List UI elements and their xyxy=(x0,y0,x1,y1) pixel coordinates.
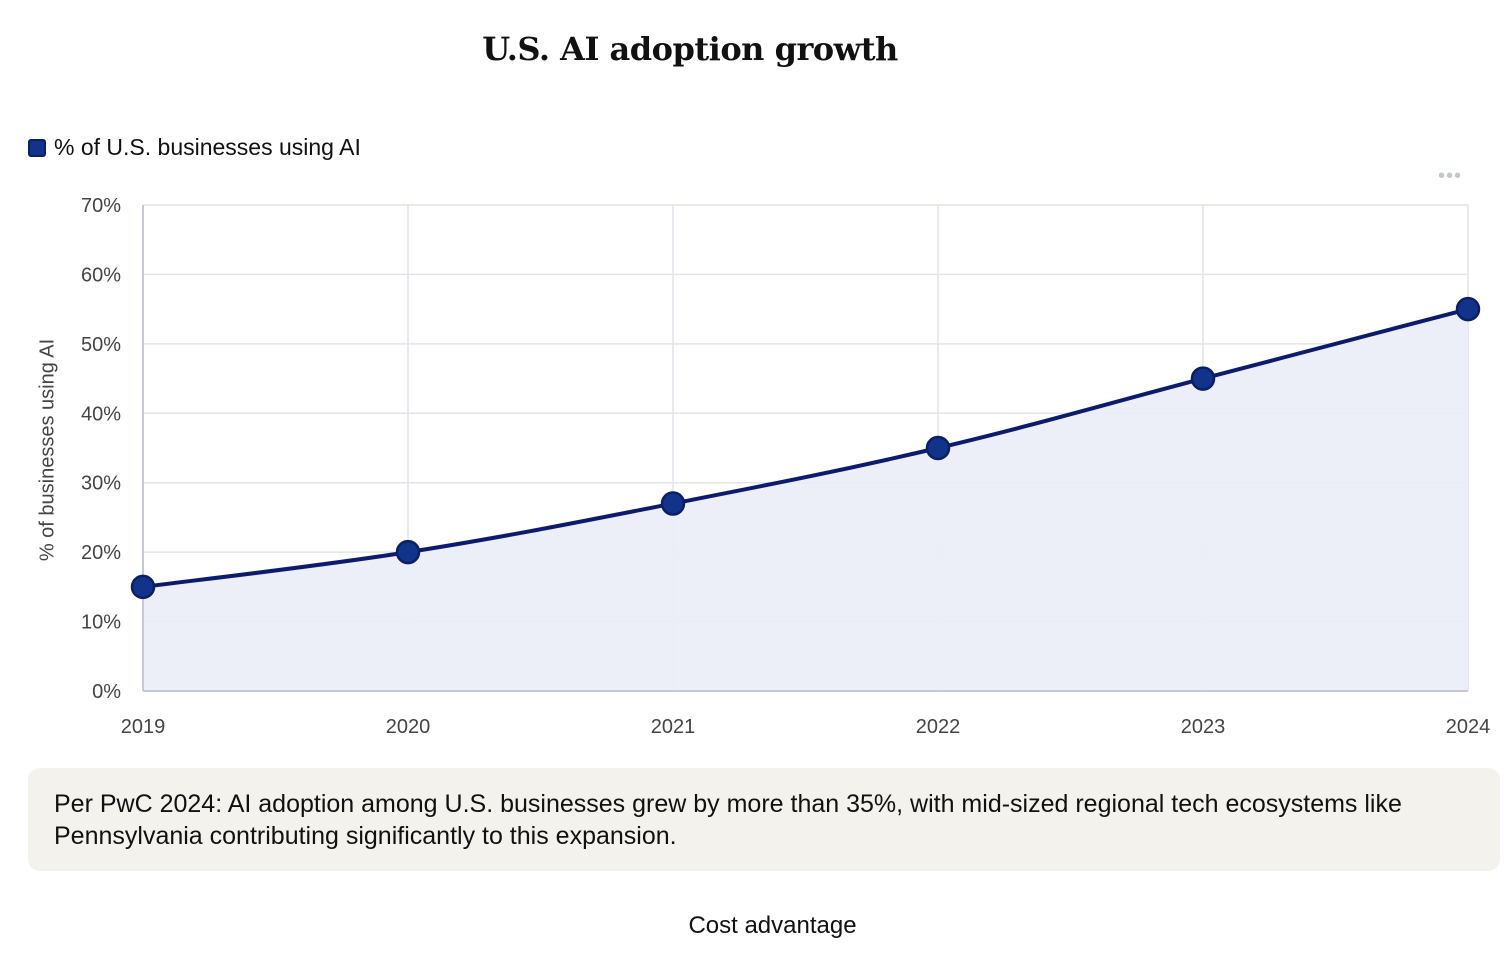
legend-swatch xyxy=(28,138,46,157)
data-point xyxy=(660,491,686,516)
legend-label: % of U.S. businesses using AI xyxy=(54,134,361,160)
source-note: Per PwC 2024: AI adoption among U.S. bus… xyxy=(28,768,1500,871)
x-tick-label: 2019 xyxy=(121,716,166,738)
y-tick-label: 70% xyxy=(81,195,121,217)
x-tick-label: 2021 xyxy=(651,716,696,738)
legend[interactable]: % of U.S. businesses using AI xyxy=(28,134,361,161)
y-tick-label: 10% xyxy=(81,612,121,634)
source-note-text: Per PwC 2024: AI adoption among U.S. bus… xyxy=(54,790,1402,850)
x-tick-label: 2020 xyxy=(386,716,431,738)
section-heading: Cost advantage xyxy=(688,912,857,939)
data-point xyxy=(1190,366,1216,391)
x-tick-label: 2023 xyxy=(1181,716,1226,738)
y-tick-label: 40% xyxy=(81,403,121,425)
data-point xyxy=(925,435,951,461)
series-line xyxy=(142,307,1469,589)
chart-title: U.S. AI adoption growth xyxy=(482,30,898,68)
series-area xyxy=(143,309,1468,691)
y-tick-label: 0% xyxy=(92,681,121,703)
y-tick-label: 20% xyxy=(81,542,121,564)
data-point xyxy=(130,574,156,600)
more-horizontal-icon[interactable]: ••• xyxy=(1438,165,1463,187)
y-tick-label: 30% xyxy=(81,473,121,495)
x-tick-label: 2024 xyxy=(1446,716,1491,738)
y-tick-label: 50% xyxy=(81,334,121,356)
y-tick-label: 60% xyxy=(81,264,121,286)
line-chart: 0% 10% 20% 30% 40% 50% 60% 70% 2019 2020 2021 2022 2… xyxy=(81,195,1491,738)
x-tick-label: 2022 xyxy=(916,716,961,738)
data-point xyxy=(1455,296,1481,322)
y-axis-title: % of businesses using AI xyxy=(36,338,59,562)
data-point xyxy=(395,539,421,565)
